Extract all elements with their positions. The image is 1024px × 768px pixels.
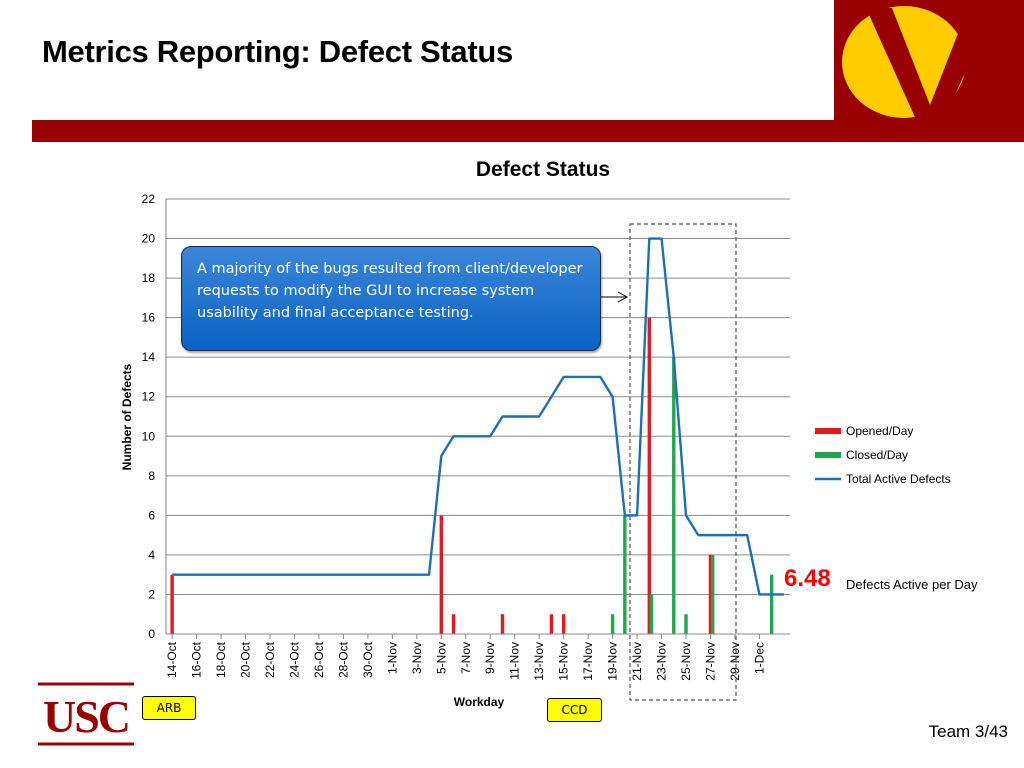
y-axis-ticks: 0 2 4 6 8 10 12 14 16 18 20 22 (142, 192, 156, 641)
x-tick-label: 1-Dec (752, 642, 766, 674)
chart-title: Defect Status (476, 158, 610, 181)
opened-bar (170, 574, 174, 634)
opened-bar (451, 614, 456, 634)
x-tick-label: 25-Nov (679, 642, 693, 681)
slide-footer: Team 3/43 (928, 722, 1008, 741)
arb-tag: ARB (142, 696, 196, 720)
x-tick-label: 15-Nov (557, 642, 571, 681)
x-tick-label: 13-Nov (532, 642, 546, 681)
x-axis-ticks: 14-Oct 16-Oct 18-Oct 20-Oct 22-Oct 24-Oct 26-O… (165, 634, 766, 681)
usc-logo-text: USC (43, 691, 129, 742)
x-tick-label: 7-Nov (459, 642, 473, 674)
active-defects-line (172, 237, 784, 596)
y-tick-label: 18 (142, 271, 156, 285)
y-tick-label: 4 (148, 548, 155, 562)
closed-bar (649, 594, 654, 634)
legend-label: Total Active Defects (846, 472, 951, 486)
x-tick-label: 1-Nov (385, 642, 399, 674)
legend-label: Closed/Day (846, 448, 908, 462)
closed-bar (684, 614, 688, 634)
opened-bar (500, 614, 505, 634)
x-tick-label: 30-Oct (361, 641, 375, 678)
closed-bar (623, 515, 627, 634)
x-tick-label: 19-Nov (606, 642, 620, 681)
university-logo-icon (834, 0, 1024, 142)
defects-active-per-day-value: 6.48 (784, 565, 831, 592)
callout-arrowhead (617, 291, 629, 303)
header-bar (32, 120, 1024, 142)
y-tick-label: 10 (142, 429, 156, 443)
x-tick-label: 20-Oct (239, 641, 253, 678)
y-tick-label: 16 (142, 311, 156, 325)
y-tick-label: 0 (148, 627, 155, 641)
y-tick-label: 20 (142, 232, 156, 246)
chart-legend: Opened/Day Closed/Day Total Active Defects (815, 424, 951, 486)
x-tick-label: 24-Oct (287, 641, 301, 678)
usc-logo-icon: USC (38, 682, 134, 746)
x-tick-label: 23-Nov (655, 642, 669, 681)
active-defects-series-line (172, 237, 784, 596)
closed-bar (769, 574, 774, 634)
closed-bar (610, 614, 615, 634)
y-tick-label: 8 (148, 469, 155, 483)
x-tick-label: 29-Nov (728, 642, 742, 681)
closed-bar (710, 554, 715, 634)
highlight-dashed-box (629, 223, 737, 701)
opened-bar (708, 554, 713, 634)
x-tick-label: 5-Nov (434, 642, 448, 674)
opened-bar (561, 614, 566, 634)
x-tick-label: 17-Nov (581, 642, 595, 681)
x-tick-label: 27-Nov (703, 642, 717, 681)
y-tick-label: 22 (142, 192, 156, 206)
x-tick-label: 26-Oct (312, 641, 326, 678)
closed-bar (672, 357, 676, 634)
y-tick-label: 2 (148, 587, 155, 601)
slide-title: Metrics Reporting: Defect Status (42, 34, 513, 69)
opened-bars (170, 317, 713, 634)
y-tick-label: 6 (148, 508, 155, 522)
opened-bar (549, 614, 554, 634)
x-tick-label: 18-Oct (214, 641, 228, 678)
x-tick-label: 28-Oct (336, 641, 350, 678)
legend-swatch (815, 428, 841, 434)
x-tick-label: 9-Nov (483, 642, 497, 674)
closed-bars (610, 357, 774, 634)
opened-bar (439, 515, 443, 634)
ccd-tag: CCD (547, 698, 602, 722)
x-tick-label: 14-Oct (165, 641, 179, 678)
callout-note: A majority of the bugs resulted from cli… (181, 246, 601, 351)
x-tick-label: 3-Nov (410, 642, 424, 674)
defects-active-per-day-label: Defects Active per Day (846, 577, 978, 592)
x-axis-label: Workday (454, 695, 505, 709)
opened-bar (647, 317, 651, 634)
legend-swatch (815, 452, 841, 458)
x-tick-label: 21-Nov (630, 642, 644, 681)
x-tick-label: 11-Nov (508, 642, 522, 680)
x-tick-label: 22-Oct (263, 641, 277, 678)
y-axis-label: Number of Defects (120, 363, 134, 470)
legend-label: Opened/Day (846, 424, 913, 438)
x-tick-label: 16-Oct (190, 641, 204, 678)
header-bar-fill (32, 120, 1024, 142)
y-tick-label: 14 (142, 350, 156, 364)
y-tick-label: 12 (142, 390, 156, 404)
